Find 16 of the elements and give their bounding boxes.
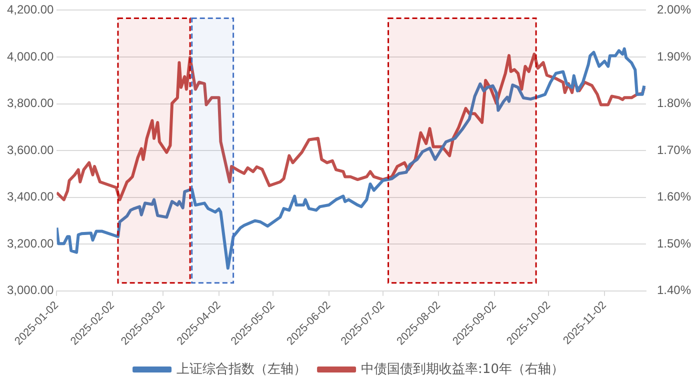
- y-tick-label: 3,600.00: [6, 142, 54, 157]
- y-tick-label: 3,000.00: [6, 283, 54, 298]
- y-tick-label: 3,400.00: [6, 190, 54, 204]
- y2-tick-label: 1.60%: [656, 190, 692, 204]
- y2-tick-label: 1.80%: [656, 96, 692, 110]
- y2-tick-label: 1.70%: [656, 142, 692, 157]
- y2-tick-label: 2.00%: [656, 2, 692, 17]
- y-tick-label: 3,800.00: [6, 96, 54, 110]
- legend-label: 上证综合指数（左轴）: [176, 362, 307, 377]
- legend-label: 中债国债到期收益率:10年（右轴）: [361, 360, 564, 377]
- y2-tick-label: 1.90%: [656, 49, 692, 64]
- y-tick-label: 3,200.00: [6, 236, 54, 250]
- y2-tick-label: 1.40%: [656, 283, 692, 298]
- y-tick-label: 4,000.00: [6, 49, 54, 64]
- y2-tick-label: 1.50%: [656, 236, 692, 250]
- y-tick-label: 4,200.00: [6, 2, 54, 17]
